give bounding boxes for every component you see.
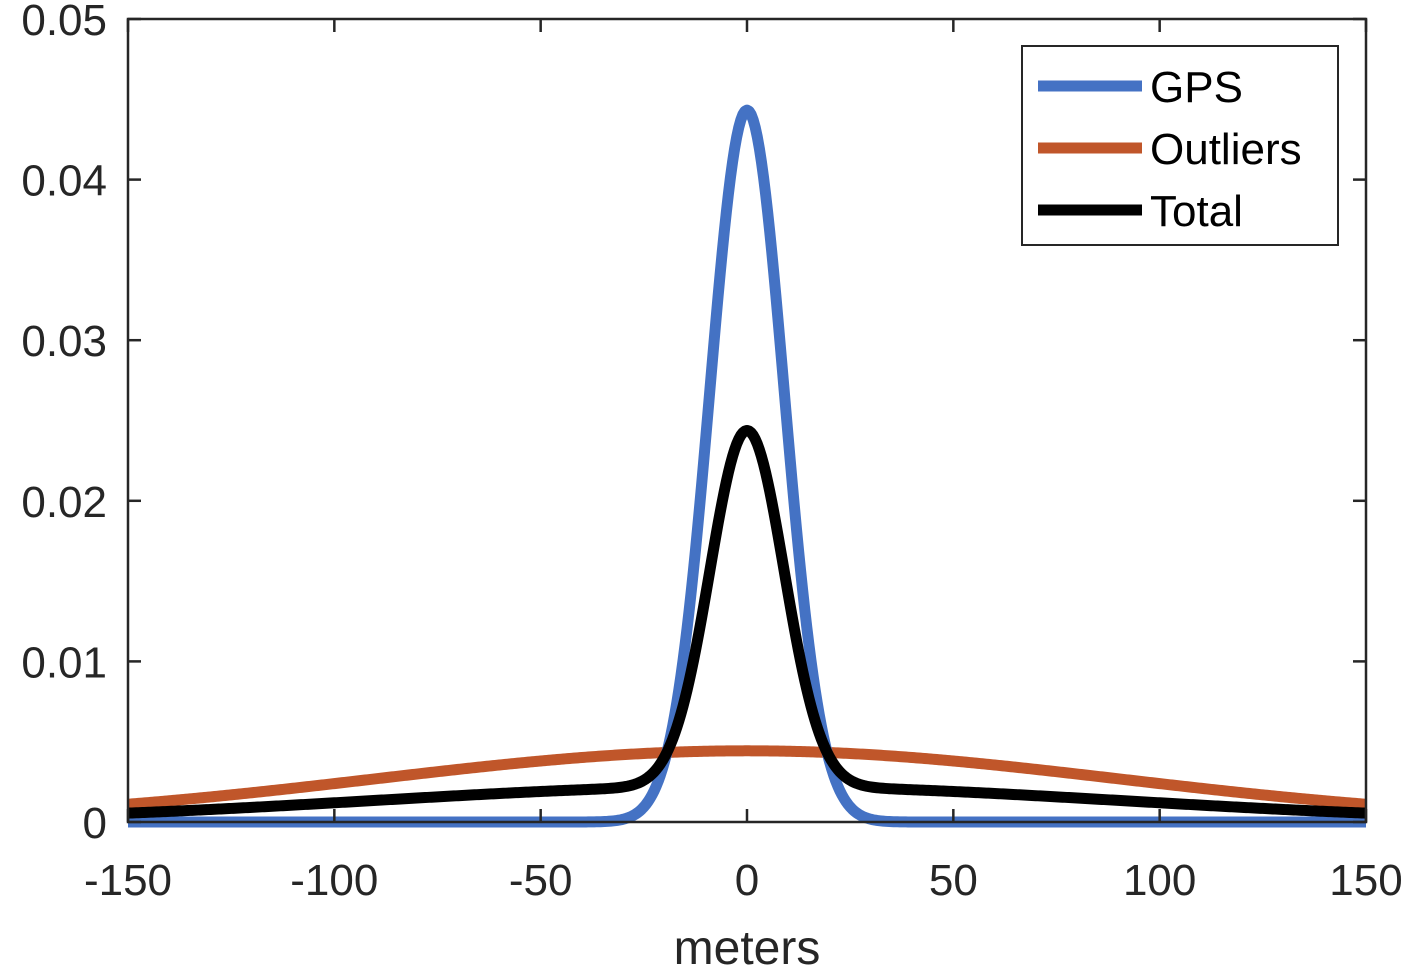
y-tick-label: 0.05 [21,0,107,45]
x-tick-label: -100 [290,856,378,905]
series-line-total [124,424,1370,819]
y-tick-label: 0.02 [21,478,107,527]
y-tick-label: 0.03 [21,317,107,366]
series-line-outliers [124,745,1370,810]
legend-item-total: Total [1038,187,1243,236]
x-tick-label: 150 [1329,856,1402,905]
x-tick-label: -150 [84,856,172,905]
legend-label: Outliers [1150,125,1302,174]
legend: GPS Outliers Total [1021,45,1339,246]
legend-item-gps: GPS [1038,63,1243,112]
legend-item-outliers: Outliers [1038,125,1302,174]
ticks-layer: -150 -100 -50 0 50 100 150 0 0.01 0.02 0.03 0.04 0.0… [21,0,1402,905]
y-tick-label: 0.01 [21,638,107,687]
x-tick-label: 0 [735,856,759,905]
y-tick-label: 0.04 [21,157,107,206]
x-tick-label: 50 [929,856,978,905]
x-tick-label: -50 [509,856,573,905]
x-tick-label: 100 [1123,856,1196,905]
y-tick-label: 0 [83,799,107,848]
legend-label: GPS [1150,63,1243,112]
legend-label: Total [1150,187,1243,236]
x-axis-label: meters [674,922,821,972]
